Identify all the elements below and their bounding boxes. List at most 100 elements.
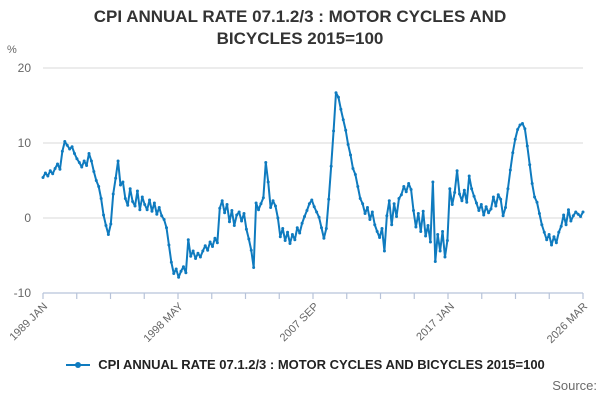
data-point (448, 187, 452, 191)
data-point (172, 272, 176, 275)
data-point (293, 238, 297, 242)
data-point (322, 236, 326, 240)
data-point (365, 206, 369, 209)
data-point (70, 145, 74, 149)
data-point (266, 180, 270, 184)
data-point (201, 249, 205, 253)
data-point (123, 197, 127, 200)
x-tick-label: 2017 JAN (414, 301, 457, 344)
data-point (368, 218, 372, 221)
data-point (516, 128, 520, 131)
data-point (85, 164, 89, 167)
data-point (75, 157, 79, 161)
data-point (104, 224, 108, 227)
legend-item: CPI ANNUAL RATE 07.1.2/3 : MOTOR CYCLES … (0, 357, 600, 372)
data-point (211, 245, 215, 248)
data-point (574, 210, 578, 214)
data-point (160, 214, 164, 218)
data-point (230, 209, 234, 212)
data-point (298, 231, 302, 235)
data-point (373, 223, 377, 227)
data-point (487, 211, 491, 215)
data-point (349, 153, 353, 157)
source-label: Source: (552, 378, 597, 393)
data-point (346, 143, 350, 146)
data-point (240, 219, 244, 223)
data-point (520, 122, 524, 125)
data-point (203, 244, 207, 248)
x-tick-label: 2007 SEP (278, 301, 322, 345)
data-point (329, 164, 333, 168)
data-point (131, 200, 135, 203)
data-point (554, 241, 558, 245)
data-point (118, 183, 122, 187)
data-point (315, 210, 319, 214)
data-point (508, 168, 512, 172)
data-point (431, 180, 435, 184)
data-point (135, 189, 139, 193)
data-point (361, 202, 365, 206)
data-point (194, 257, 198, 260)
data-point (370, 210, 374, 214)
data-point (208, 240, 212, 244)
data-point (317, 215, 321, 219)
data-point (569, 219, 573, 223)
data-point (416, 212, 420, 215)
data-point (206, 248, 210, 252)
data-point (140, 195, 144, 199)
data-point (411, 209, 415, 212)
data-point (494, 204, 498, 208)
data-point (511, 151, 515, 155)
data-point (474, 201, 478, 205)
data-point (87, 152, 91, 155)
data-point (530, 182, 534, 185)
data-point (385, 214, 389, 218)
data-point (278, 235, 282, 239)
data-point (89, 159, 93, 163)
data-point (179, 269, 183, 273)
data-point (414, 225, 418, 229)
data-point (428, 240, 432, 244)
data-point (441, 230, 445, 233)
data-point (424, 234, 428, 238)
data-point (254, 201, 258, 205)
data-point (198, 255, 202, 259)
data-point (63, 140, 67, 143)
data-point (252, 266, 256, 269)
data-point (513, 137, 517, 141)
data-point (72, 152, 76, 155)
data-point (482, 213, 486, 217)
data-point (143, 203, 147, 206)
data-point (351, 167, 355, 170)
data-point (167, 243, 171, 247)
data-point (319, 226, 323, 230)
data-point (307, 202, 311, 206)
data-point (504, 206, 508, 209)
data-point (213, 236, 217, 240)
data-point (114, 176, 118, 180)
data-point (378, 236, 382, 239)
data-point (552, 235, 556, 239)
legend-line-marker-icon (66, 361, 91, 368)
data-point (436, 233, 440, 236)
data-point (77, 161, 81, 164)
data-point (571, 214, 575, 218)
data-point (540, 223, 544, 227)
data-point (404, 190, 408, 194)
data-point (312, 205, 316, 209)
data-point (433, 260, 437, 263)
data-point (106, 233, 110, 236)
data-point (535, 200, 539, 204)
data-point (445, 239, 449, 242)
data-point (465, 200, 469, 204)
data-point (242, 212, 246, 215)
data-point (290, 233, 294, 236)
data-point (273, 204, 277, 208)
data-point (300, 221, 304, 225)
data-point (305, 209, 309, 212)
data-point (169, 260, 173, 264)
data-point (501, 214, 505, 218)
data-point (518, 123, 522, 127)
data-point (92, 170, 96, 173)
